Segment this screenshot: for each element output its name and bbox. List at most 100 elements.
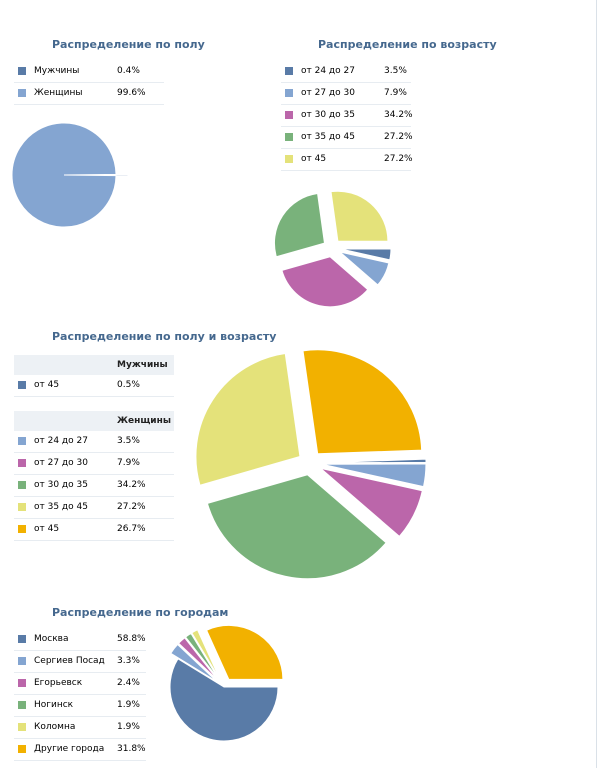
- pie-gender-age: [195, 349, 427, 580]
- chart-title-cities: Распределение по городам: [52, 606, 229, 619]
- legend-label: от 30 до 35: [301, 110, 355, 120]
- pie-cities: [169, 624, 284, 742]
- legend-swatch: [285, 89, 293, 97]
- legend-group-header-label: Женщины: [117, 416, 171, 426]
- legend-value: 27.2%: [117, 502, 146, 512]
- legend-swatch: [18, 459, 26, 467]
- legend-gender: Мужчины 0.4% Женщины 99.6%: [14, 61, 164, 105]
- pie-slice-от-27-до-30: [320, 467, 423, 538]
- legend-value: 7.9%: [117, 458, 140, 468]
- legend-swatch: [18, 67, 26, 75]
- pie-slice-от-27-до-30: [339, 251, 390, 286]
- legend-swatch: [18, 701, 26, 709]
- legend-label: от 27 до 30: [34, 458, 88, 468]
- legend-row: Мужчины 0.4%: [14, 61, 164, 83]
- legend-row: Сергиев Посад 3.3%: [14, 651, 146, 673]
- legend-swatch: [18, 745, 26, 753]
- legend-value: 26.7%: [117, 524, 146, 534]
- legend-swatch: [285, 67, 293, 75]
- legend-swatch: [18, 481, 26, 489]
- pie-age: [274, 190, 392, 308]
- legend-swatch: [285, 155, 293, 163]
- pie-slice-от-45: [330, 190, 389, 242]
- legend-value: 27.2%: [384, 132, 413, 142]
- legend-swatch: [18, 381, 26, 389]
- pie-slice-коломна: [191, 629, 221, 680]
- pie-slice-другие-города: [205, 624, 284, 680]
- legend-label: от 24 до 27: [34, 436, 88, 446]
- legend-label: от 35 до 45: [301, 132, 355, 142]
- chart-title-age: Распределение по возрасту: [318, 38, 497, 51]
- legend-swatch: [285, 111, 293, 119]
- legend-swatch: [18, 525, 26, 533]
- pie-slice-от-30-до-35: [281, 256, 369, 308]
- legend-label: от 45: [301, 154, 327, 164]
- legend-row: от 35 до 45 27.2%: [14, 497, 174, 519]
- legend-value: 7.9%: [384, 88, 407, 98]
- legend-value: 34.2%: [117, 480, 146, 490]
- pie-gender: [11, 122, 129, 228]
- legend-row: Егорьевск 2.4%: [14, 673, 146, 695]
- legend-label: Ногинск: [34, 700, 74, 710]
- legend-value: 3.3%: [117, 656, 140, 666]
- legend-label: Другие города: [34, 744, 105, 754]
- legend-value: 31.8%: [117, 744, 146, 754]
- pie-slice-ногинск: [184, 632, 220, 680]
- legend-row: Ногинск 1.9%: [14, 695, 146, 717]
- legend-value: 27.2%: [384, 154, 413, 164]
- legend-group-header-label: Мужчины: [117, 360, 168, 370]
- pie-slice-егорьевск: [177, 637, 219, 681]
- legend-value: 0.4%: [117, 66, 140, 76]
- legend-label: от 24 до 27: [301, 66, 355, 76]
- legend-group-header: Мужчины: [14, 355, 174, 375]
- legend-value: 3.5%: [117, 436, 140, 446]
- legend-row: от 45 27.2%: [281, 149, 413, 171]
- legend-row: от 27 до 30 7.9%: [281, 83, 411, 105]
- legend-swatch: [18, 503, 26, 511]
- pie-slice-женщины: [11, 122, 117, 228]
- legend-row: от 30 до 35 34.2%: [14, 475, 174, 497]
- legend-swatch: [18, 679, 26, 687]
- legend-label: Егорьевск: [34, 678, 83, 688]
- legend-label: от 35 до 45: [34, 502, 88, 512]
- pie-slice-москва: [169, 658, 279, 742]
- legend-value: 34.2%: [384, 110, 413, 120]
- legend-row: от 27 до 30 7.9%: [14, 453, 174, 475]
- legend-cities: Москва 58.8% Сергиев Посад 3.3% Егорьевск 2.4…: [14, 629, 146, 761]
- pie-slice-от-35-до-45: [195, 352, 301, 486]
- legend-label: Москва: [34, 634, 69, 644]
- pie-slice-от-30-до-35: [206, 474, 387, 580]
- pie-slice-от-45: [302, 349, 423, 455]
- legend-label: Мужчины: [34, 66, 80, 76]
- legend-swatch: [18, 657, 26, 665]
- legend-row: от 45 26.7%: [14, 519, 174, 541]
- legend-label: от 45: [34, 524, 60, 534]
- legend-value: 3.5%: [384, 66, 407, 76]
- legend-value: 2.4%: [117, 678, 140, 688]
- legend-row: Москва 58.8%: [14, 629, 146, 651]
- legend-row: Женщины 99.6%: [14, 83, 164, 105]
- legend-swatch: [18, 635, 26, 643]
- legend-label: от 45: [34, 380, 60, 390]
- chart-title-gender: Распределение по полу: [52, 38, 205, 51]
- legend-row: Другие города 31.8%: [14, 739, 146, 761]
- legend-row: Коломна 1.9%: [14, 717, 146, 739]
- legend-swatch: [18, 89, 26, 97]
- legend-label: от 30 до 35: [34, 480, 88, 490]
- legend-row: от 45 0.5%: [14, 375, 174, 397]
- legend-row: от 35 до 45 27.2%: [281, 127, 413, 149]
- legend-label: Коломна: [34, 722, 76, 732]
- legend-swatch: [285, 133, 293, 141]
- legend-age: от 24 до 27 3.5% от 27 до 30 7.9% от 30 до 3…: [281, 61, 413, 171]
- legend-row: от 24 до 27 3.5%: [14, 431, 174, 453]
- legend-gender-age: Мужчины от 45 0.5% Женщины от 24 до 27 3.5% от…: [14, 355, 174, 541]
- legend-group-header: Женщины: [14, 411, 174, 431]
- legend-label: Сергиев Посад: [34, 656, 105, 666]
- legend-spacer: [14, 397, 174, 411]
- legend-value: 99.6%: [117, 88, 146, 98]
- pie-slice-сергиев-посад: [170, 643, 218, 682]
- legend-row: от 30 до 35 34.2%: [281, 105, 413, 127]
- legend-value: 58.8%: [117, 634, 146, 644]
- pie-slice-от-35-до-45: [274, 192, 326, 258]
